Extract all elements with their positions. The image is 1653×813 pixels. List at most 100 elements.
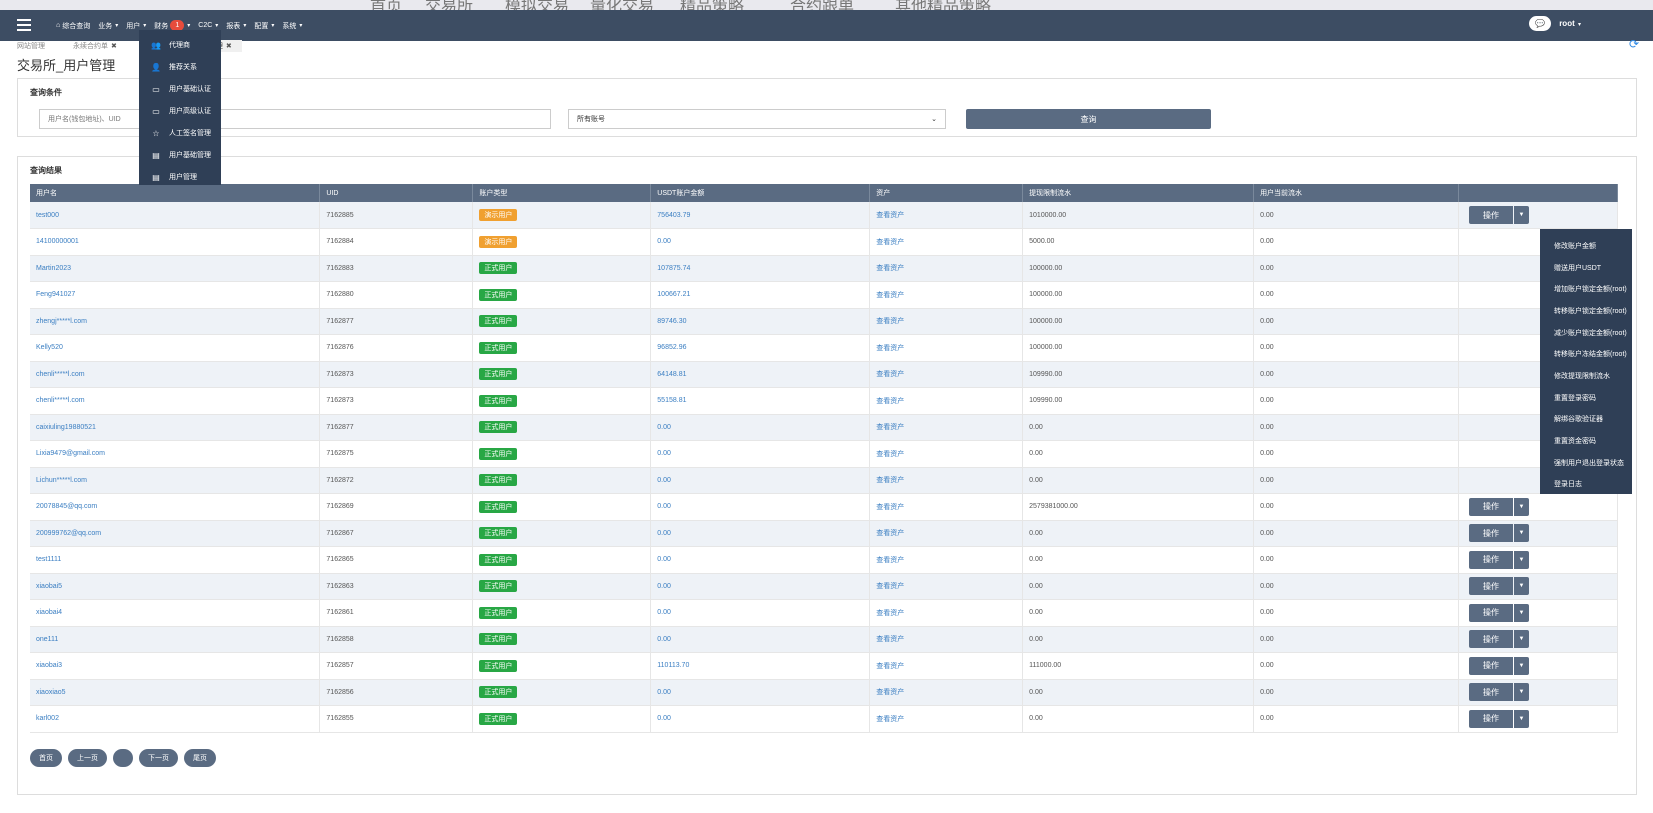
user-menu-item[interactable]: ▤ 用户管理 (139, 166, 221, 188)
usdt-amount-link[interactable]: 0.00 (650, 573, 871, 600)
view-assets-link[interactable]: 查看资产 (869, 387, 1024, 415)
operation-button[interactable]: 操作 (1468, 206, 1513, 224)
usdt-amount-link[interactable]: 0.00 (650, 228, 871, 256)
usdt-amount-link[interactable]: 89746.30 (650, 308, 871, 335)
operation-button-group[interactable]: 操作 ▼ (1468, 524, 1529, 543)
operation-button[interactable]: 操作 (1468, 630, 1513, 649)
operation-menu-item[interactable]: 重置资金密码 (1554, 438, 1596, 446)
view-assets-link[interactable]: 查看资产 (869, 652, 1024, 680)
pager-button-3[interactable]: 下一页 (139, 749, 178, 767)
view-assets-link[interactable]: 查看资产 (869, 626, 1024, 653)
usdt-amount-link[interactable]: 0.00 (650, 705, 871, 733)
view-assets-link[interactable]: 查看资产 (869, 467, 1024, 494)
operation-menu-item[interactable]: 转移账户冻结金额(root) (1554, 351, 1627, 359)
usdt-amount-link[interactable]: 96852.96 (650, 334, 871, 362)
username-link[interactable]: test000 (30, 202, 321, 229)
operation-button-group[interactable]: 操作 ▼ (1468, 206, 1529, 224)
view-assets-link[interactable]: 查看资产 (869, 255, 1024, 282)
usdt-amount-link[interactable]: 0.00 (650, 546, 871, 574)
nav-item-3[interactable]: 财务 1 ▾ (154, 20, 190, 31)
operation-button-group[interactable]: 操作 ▼ (1468, 603, 1529, 622)
operation-button[interactable]: 操作 (1468, 577, 1513, 596)
operation-menu-item[interactable]: 增加账户锁定金额(root) (1554, 286, 1627, 294)
username-link[interactable]: zhengj*****l.com (30, 308, 321, 335)
nav-item-7[interactable]: 系统 ▾ (282, 21, 302, 31)
view-assets-link[interactable]: 查看资产 (869, 334, 1024, 362)
operation-button-group[interactable]: 操作 ▼ (1468, 683, 1529, 702)
chat-icon[interactable]: 💬 (1529, 16, 1552, 31)
operation-button[interactable]: 操作 (1468, 656, 1513, 675)
usdt-amount-link[interactable]: 55158.81 (650, 387, 871, 415)
view-assets-link[interactable]: 查看资产 (869, 546, 1024, 574)
username-link[interactable]: one111 (30, 626, 321, 653)
username-link[interactable]: chenli*****l.com (30, 361, 321, 388)
username-link[interactable]: Lixia9479@gmail.com (30, 440, 321, 468)
nav-item-5[interactable]: 报表 ▾ (226, 21, 246, 31)
view-assets-link[interactable]: 查看资产 (869, 493, 1024, 521)
refresh-icon[interactable]: ⟳ (1629, 37, 1640, 51)
pager-button-4[interactable]: 尾页 (184, 749, 216, 767)
current-page-button[interactable] (113, 749, 133, 767)
usdt-amount-link[interactable]: 107875.74 (650, 255, 871, 282)
username-link[interactable]: Feng941027 (30, 281, 321, 309)
operation-button[interactable]: 操作 (1468, 709, 1513, 728)
tab-0[interactable]: 网站管理 (17, 41, 45, 51)
username-link[interactable]: chenli*****l.com (30, 387, 321, 415)
username-link[interactable]: karl002 (30, 705, 321, 733)
tab-1[interactable]: 永续合约单 ✖ (73, 41, 117, 51)
username-link[interactable]: Kelly520 (30, 334, 321, 362)
usdt-amount-link[interactable]: 0.00 (650, 626, 871, 653)
operation-button-group[interactable]: 操作 ▼ (1468, 656, 1529, 675)
pager-button-0[interactable]: 首页 (30, 749, 62, 767)
operation-menu-item[interactable]: 转移账户锁定金额(root) (1554, 307, 1627, 315)
chevron-down-icon[interactable]: ▼ (1513, 497, 1529, 516)
username-link[interactable]: xiaobai5 (30, 573, 321, 600)
operation-menu-item[interactable]: 解绑谷歌验证器 (1554, 416, 1603, 424)
account-type-select[interactable]: 所有账号 ⌄ (568, 109, 946, 129)
chevron-down-icon[interactable]: ▼ (1513, 656, 1529, 675)
operation-button[interactable]: 操作 (1468, 603, 1513, 622)
operation-button[interactable]: 操作 (1468, 524, 1513, 543)
operation-menu-item[interactable]: 赠送用户USDT (1554, 264, 1602, 272)
operation-menu-item[interactable]: 强制用户退出登录状态 (1554, 459, 1624, 467)
user-menu[interactable]: root ▾ (1559, 19, 1581, 28)
username-link[interactable]: caixiuling19880521 (30, 414, 321, 441)
chevron-down-icon[interactable]: ▼ (1513, 577, 1529, 596)
username-link[interactable]: xiaobai4 (30, 599, 321, 627)
view-assets-link[interactable]: 查看资产 (869, 414, 1024, 441)
operation-button[interactable]: 操作 (1468, 497, 1513, 516)
operation-button[interactable]: 操作 (1468, 683, 1513, 702)
chevron-down-icon[interactable]: ▼ (1513, 206, 1529, 224)
pager-button-1[interactable]: 上一页 (68, 749, 107, 767)
usdt-amount-link[interactable]: 0.00 (650, 679, 871, 706)
view-assets-link[interactable]: 查看资产 (869, 679, 1024, 706)
username-link[interactable]: Lichun*****l.com (30, 467, 321, 494)
chevron-down-icon[interactable]: ▼ (1513, 630, 1529, 649)
usdt-amount-link[interactable]: 0.00 (650, 599, 871, 627)
username-link[interactable]: 14100000001 (30, 228, 321, 256)
view-assets-link[interactable]: 查看资产 (869, 440, 1024, 468)
user-menu-item[interactable]: ▤ 用户基础管理 (139, 144, 221, 166)
view-assets-link[interactable]: 查看资产 (869, 228, 1024, 256)
nav-item-6[interactable]: 配置 ▾ (254, 21, 274, 31)
nav-item-2[interactable]: 用户 ▾ (126, 21, 146, 31)
usdt-amount-link[interactable]: 0.00 (650, 467, 871, 494)
usdt-amount-link[interactable]: 110113.70 (650, 652, 871, 680)
chevron-down-icon[interactable]: ▼ (1513, 709, 1529, 728)
user-menu-item[interactable]: ▭ 用户高级认证 (139, 100, 221, 122)
operation-button[interactable]: 操作 (1468, 550, 1513, 569)
nav-item-0[interactable]: ⌂ 综合查询 (56, 21, 90, 31)
operation-menu-item[interactable]: 减少账户锁定金额(root) (1554, 329, 1627, 337)
usdt-amount-link[interactable]: 756403.79 (650, 202, 871, 229)
chevron-down-icon[interactable]: ▼ (1513, 524, 1529, 543)
query-button[interactable]: 查询 (966, 109, 1211, 129)
user-menu-item[interactable]: 👥 代理商 (139, 34, 221, 56)
view-assets-link[interactable]: 查看资产 (869, 202, 1024, 229)
usdt-amount-link[interactable]: 64148.81 (650, 361, 871, 388)
nav-item-4[interactable]: C2C ▾ (198, 22, 218, 29)
view-assets-link[interactable]: 查看资产 (869, 520, 1024, 547)
username-link[interactable]: xiaobai3 (30, 652, 321, 680)
operation-button-group[interactable]: 操作 ▼ (1468, 709, 1529, 728)
usdt-amount-link[interactable]: 0.00 (650, 493, 871, 521)
view-assets-link[interactable]: 查看资产 (869, 308, 1024, 335)
